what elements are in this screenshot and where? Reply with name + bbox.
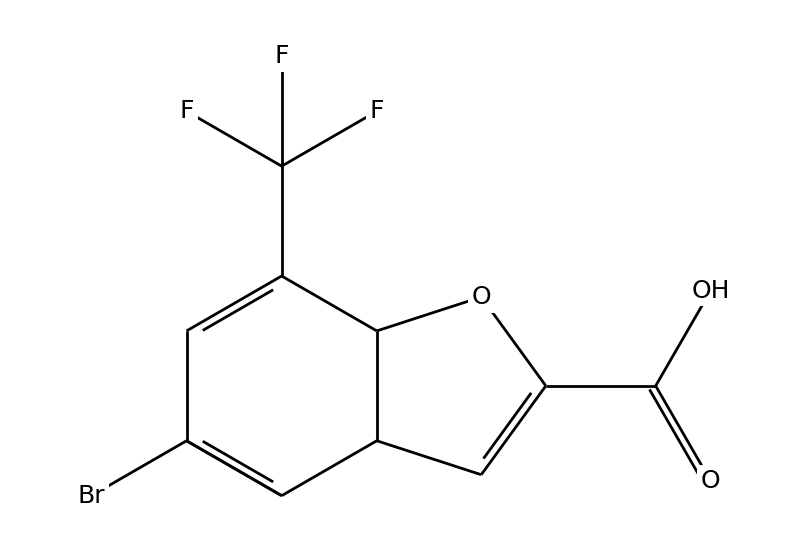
Text: Br: Br <box>78 484 105 508</box>
Text: F: F <box>370 99 384 123</box>
Text: F: F <box>274 44 289 68</box>
Text: O: O <box>472 285 491 309</box>
Text: OH: OH <box>691 279 730 302</box>
Text: O: O <box>701 469 720 493</box>
Text: F: F <box>180 99 194 123</box>
